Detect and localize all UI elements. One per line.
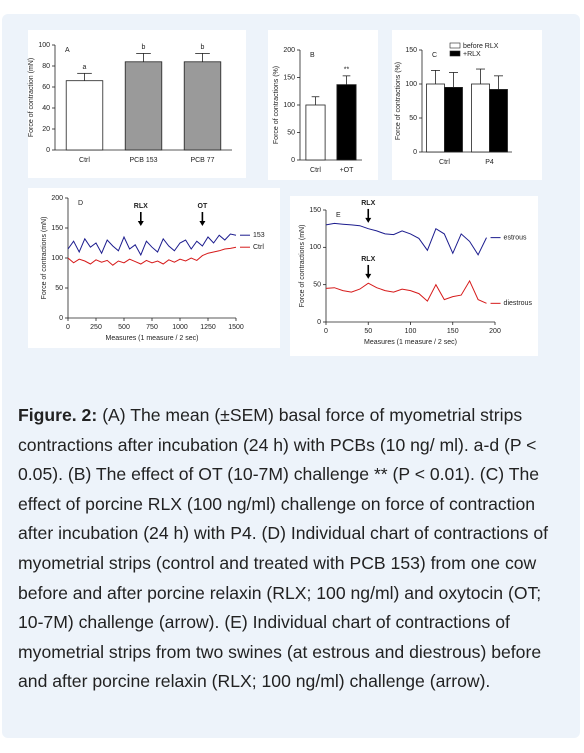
legend-label: +RLX [463,51,481,58]
x-tick-label: P4 [485,159,494,166]
y-axis-label: Force of contraction (mN) [28,58,35,137]
line-series [67,233,237,257]
x-tick-label: 150 [447,328,459,335]
bar [444,87,463,153]
x-tick-label: 100 [405,328,417,335]
significance-label: ** [344,67,350,74]
bar [65,80,104,151]
line-series [67,246,237,266]
panel-bg [392,30,542,180]
line-series [325,279,487,304]
annotation-label: OT [198,203,208,210]
y-tick-label: 100 [283,102,295,109]
x-tick-label: 0 [324,328,328,335]
x-axis-label: Measures (1 measure / 2 sec) [106,335,199,342]
y-axis-label: Force of contractions (%) [273,66,280,144]
y-tick-label: 200 [51,195,63,202]
y-tick-label: 40 [42,105,50,112]
bar [489,89,508,153]
bar [183,61,222,151]
caption-text: (A) The mean (±SEM) basal force of myome… [18,405,549,692]
y-axis-label: Force of contractions (mN) [299,225,306,308]
panel-label: A [65,47,70,54]
line-series [325,222,487,256]
y-tick-label: 200 [283,47,295,54]
legend-label: estrous [504,234,527,241]
y-tick-label: 0 [317,319,321,326]
y-tick-label: 100 [38,42,50,49]
bar [471,83,490,153]
y-tick-label: 100 [309,244,321,251]
legend-swatch [449,50,461,57]
y-tick-label: 100 [51,255,63,262]
x-tick-label: +OT [340,167,355,174]
x-tick-label: 50 [364,328,372,335]
bar [305,104,326,161]
y-tick-label: 150 [51,225,63,232]
legend-swatch [449,42,461,49]
y-tick-label: 0 [291,157,295,164]
caption: Figure. 2: (A) The mean (±SEM) basal forc… [18,401,570,697]
significance-label: b [142,44,146,51]
y-tick-label: 0 [46,147,50,154]
legend-label: before RLX [463,43,499,50]
x-tick-label: Ctrl [439,159,450,166]
legend-label: 153 [253,232,265,239]
figure: 0 20 40 60 80 100 Force of contraction (mN) Aa C… [28,30,542,356]
annotation-arrowhead [199,221,206,226]
x-axis-label: Measures (1 measure / 2 sec) [364,339,457,346]
bar [124,61,163,151]
panel-label: E [336,212,341,219]
x-tick-label: 0 [66,324,70,331]
y-tick-label: 50 [287,129,295,136]
annotation-arrowhead [365,273,372,279]
x-tick-label: 750 [146,324,158,331]
y-tick-label: 0 [59,315,63,322]
bar [426,83,445,153]
panel-label: B [310,52,315,59]
annotation-label: RLX [134,203,148,210]
y-tick-label: 50 [55,285,63,292]
y-tick-label: 150 [405,47,417,54]
y-tick-label: 50 [313,282,321,289]
x-tick-label: 200 [489,328,501,335]
legend-label: Ctrl [253,244,264,251]
x-tick-label: Ctrl [79,157,90,164]
y-tick-label: 60 [42,84,50,91]
x-tick-label: 250 [90,324,102,331]
x-tick-label: PCB 77 [190,157,214,164]
y-tick-label: 100 [405,81,417,88]
y-tick-label: 150 [283,74,295,81]
significance-label: b [201,44,205,51]
y-tick-label: 150 [309,207,321,214]
annotation-arrowhead [137,221,144,226]
annotation-label: RLX [361,256,375,263]
y-tick-label: 0 [413,149,417,156]
caption-label: Figure. 2: [18,405,98,425]
annotation-arrowhead [365,217,372,223]
y-tick-label: 50 [409,115,417,122]
x-tick-label: 1500 [228,324,244,331]
y-tick-label: 20 [42,126,50,133]
x-tick-label: 1000 [172,324,188,331]
y-axis-label: Force of contractions (mN) [41,217,48,300]
panel-label: D [78,200,83,207]
bar [336,84,357,161]
annotation-label: RLX [361,200,375,207]
panel-bg [290,196,538,356]
y-axis-label: Force of contractions (%) [395,62,402,140]
legend-label: diestrous [504,300,533,307]
x-tick-label: 500 [118,324,130,331]
x-tick-label: 1250 [200,324,216,331]
x-tick-label: Ctrl [310,167,321,174]
x-tick-label: PCB 153 [129,157,157,164]
y-tick-label: 80 [42,63,50,70]
significance-label: a [83,64,87,71]
panel-label: C [432,52,437,59]
panel-bg [28,188,280,348]
